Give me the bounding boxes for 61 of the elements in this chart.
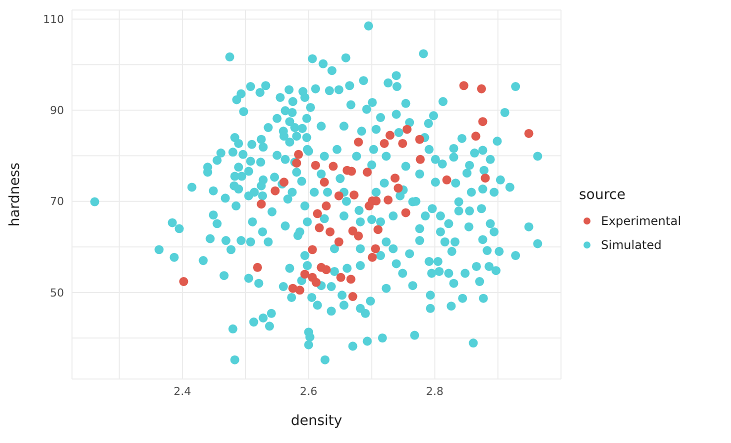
legend-label: Experimental: [601, 214, 682, 228]
point: [354, 138, 363, 147]
point: [394, 184, 403, 193]
point: [442, 175, 452, 184]
point: [347, 166, 356, 176]
point: [322, 201, 331, 210]
y-tick-label: 90: [50, 104, 64, 118]
point: [374, 225, 383, 234]
point: [252, 262, 262, 272]
legend-title: source: [579, 186, 626, 202]
point: [256, 200, 266, 209]
point: [322, 265, 331, 274]
point: [384, 195, 393, 204]
y-axis-title: hardness: [6, 162, 23, 226]
point: [471, 132, 480, 141]
point: [334, 237, 344, 246]
point: [320, 178, 329, 187]
point: [300, 270, 310, 279]
point: [326, 227, 335, 236]
point: [179, 277, 188, 286]
point: [402, 124, 412, 134]
point: [354, 231, 363, 240]
point: [346, 274, 356, 284]
point: [385, 130, 395, 140]
point: [476, 84, 486, 94]
point: [364, 201, 374, 210]
legend-label: Simulated: [601, 238, 662, 252]
point: [478, 117, 488, 126]
point: [314, 223, 324, 232]
point: [334, 191, 344, 200]
point: [390, 174, 400, 183]
point: [368, 252, 377, 262]
point: [524, 128, 534, 138]
point: [380, 138, 389, 148]
x-axis-title: density: [290, 413, 342, 429]
point: [348, 226, 358, 236]
point: [295, 286, 304, 295]
point: [362, 168, 372, 177]
point: [294, 150, 304, 159]
x-tick-label: 2.6: [300, 384, 318, 398]
point: [416, 154, 425, 164]
point: [459, 81, 468, 90]
point: [328, 162, 338, 171]
point: [401, 208, 410, 218]
point: [415, 134, 424, 144]
point: [312, 278, 321, 287]
y-tick-label: 50: [50, 286, 64, 300]
point: [348, 292, 358, 302]
point: [270, 186, 280, 196]
y-tick-label: 70: [50, 195, 64, 208]
point: [312, 209, 322, 218]
point: [370, 244, 380, 254]
y-tick-label: 110: [43, 13, 64, 26]
x-tick-label: 2.8: [426, 384, 444, 398]
point: [480, 174, 490, 183]
point: [398, 138, 408, 148]
point: [350, 190, 359, 200]
point: [336, 272, 346, 282]
x-tick-label: 2.4: [174, 384, 192, 398]
point: [308, 245, 317, 254]
point: [311, 160, 320, 170]
